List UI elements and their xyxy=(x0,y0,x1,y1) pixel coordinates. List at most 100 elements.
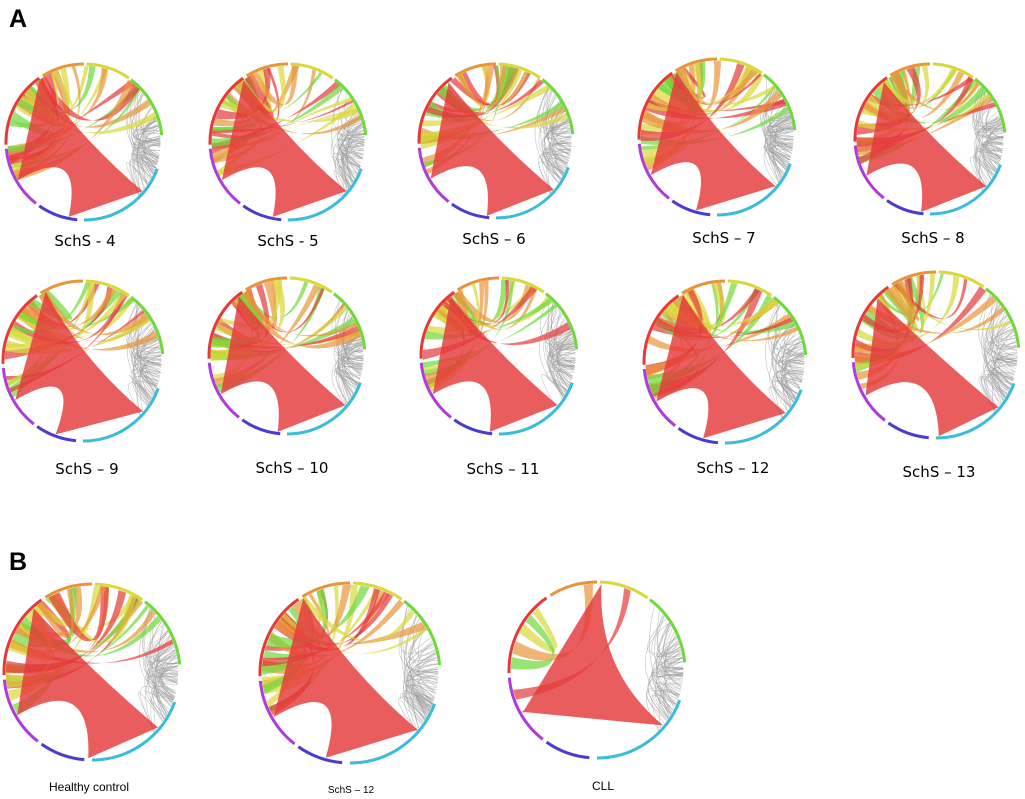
outer-arc-segment xyxy=(853,145,885,200)
chord-ribbon xyxy=(857,92,990,132)
grey-chord xyxy=(341,153,361,180)
outer-arc-segment xyxy=(130,295,165,355)
grey-chord xyxy=(413,614,436,656)
grey-chord xyxy=(144,370,161,387)
caption-schs13: SchS – 13 xyxy=(902,463,976,481)
grey-chord xyxy=(153,630,174,702)
grey-chord xyxy=(553,160,565,175)
grey-chord xyxy=(143,630,178,682)
outer-arc-segment xyxy=(507,596,548,674)
outer-arc-segment xyxy=(453,418,493,436)
grey-chord xyxy=(405,615,434,704)
chord-ribbon xyxy=(10,282,91,334)
grey-chord xyxy=(405,637,439,673)
grey-chord xyxy=(547,122,570,193)
grey-chord xyxy=(551,348,576,351)
grey-chord xyxy=(773,117,794,146)
chord-ribbon xyxy=(18,298,135,330)
grey-chord xyxy=(551,109,570,128)
outer-arc-segment xyxy=(596,699,682,760)
outer-arc-segment xyxy=(677,427,719,445)
grey-chord xyxy=(401,696,427,719)
chord-ribbon xyxy=(262,591,390,667)
grey-chord xyxy=(334,372,354,404)
grey-chord xyxy=(975,118,1001,180)
outer-arc-segment xyxy=(541,78,575,135)
dominant-ribbon xyxy=(17,79,143,217)
grey-chord xyxy=(663,683,683,713)
chord-ribbon xyxy=(426,65,511,123)
chord-ribbon xyxy=(266,585,370,648)
grey-chord xyxy=(990,309,1017,365)
grey-chord xyxy=(543,313,567,393)
grey-chord xyxy=(651,667,684,705)
outer-arc-segment xyxy=(353,581,403,601)
caption-schs12-b: SchS – 12 xyxy=(327,785,375,796)
chord-ribbon xyxy=(640,106,789,146)
grey-chord xyxy=(986,127,1003,131)
outer-arc-segment xyxy=(334,78,368,136)
grey-chord xyxy=(768,304,803,378)
outer-arc-segment xyxy=(545,740,590,760)
outer-arc-segment xyxy=(886,199,924,216)
grey-chord xyxy=(550,110,571,134)
outer-arc-ring xyxy=(419,276,579,436)
caption-schs4: SchS - 4 xyxy=(54,232,116,250)
outer-arc-segment xyxy=(286,382,362,436)
grey-chord-bundle xyxy=(125,86,161,196)
grey-chord xyxy=(765,304,791,408)
grey-chord xyxy=(540,151,571,179)
grey-chord xyxy=(775,304,803,351)
outer-arc-segment xyxy=(41,62,85,78)
dominant-ribbon xyxy=(273,598,418,758)
chord-ribbon xyxy=(422,65,495,168)
grey-chord-bundle xyxy=(765,302,805,418)
outer-arc-segment xyxy=(495,166,570,220)
grey-chord xyxy=(552,142,572,169)
grey-chord xyxy=(780,341,804,355)
grey-chord xyxy=(342,152,363,184)
outer-arc-segment xyxy=(985,287,1021,348)
outer-arc-ring xyxy=(417,62,575,220)
grey-chord xyxy=(773,137,794,148)
outer-arc-segment xyxy=(4,76,41,145)
grey-chord xyxy=(786,379,801,399)
grey-chord-bundle xyxy=(978,294,1018,413)
chord-ribbon xyxy=(249,65,299,106)
grey-chord xyxy=(781,369,804,407)
chord-ribbon xyxy=(671,73,762,105)
grey-chord xyxy=(989,136,1004,141)
chord-ribbon xyxy=(854,293,898,357)
chord-ribbon xyxy=(211,85,344,148)
caption-healthy-control: Healthy control xyxy=(48,780,130,794)
outer-arc-segment xyxy=(290,62,334,80)
outer-arc-segment xyxy=(258,598,300,677)
chord-ribbon xyxy=(212,65,300,163)
chord-ribbon xyxy=(8,621,55,661)
grey-chord xyxy=(656,693,674,719)
outer-arc-segment xyxy=(144,600,182,665)
dominant-ribbon xyxy=(866,81,987,212)
grey-chord xyxy=(986,371,1016,408)
grey-chord xyxy=(544,155,569,174)
grey-chord xyxy=(132,120,158,196)
outer-arc-segment xyxy=(242,204,282,222)
grey-chord xyxy=(989,133,1004,152)
outer-arc-segment xyxy=(39,279,84,295)
outer-arc-segment xyxy=(86,62,130,80)
grey-chord xyxy=(403,642,434,717)
grey-chord xyxy=(131,144,161,171)
grey-chord xyxy=(986,320,1011,392)
grey-chord xyxy=(406,653,437,704)
grey-chord-bundle xyxy=(970,84,1004,191)
dominant-ribbon xyxy=(430,82,554,216)
grey-chord xyxy=(137,87,160,133)
outer-arc-segment xyxy=(95,582,144,602)
grey-chord xyxy=(347,349,364,374)
panel-b-label: B xyxy=(9,548,28,576)
caption-cll: CLL xyxy=(591,779,615,793)
outer-arc-segment xyxy=(419,362,452,419)
grey-chord xyxy=(341,346,364,403)
